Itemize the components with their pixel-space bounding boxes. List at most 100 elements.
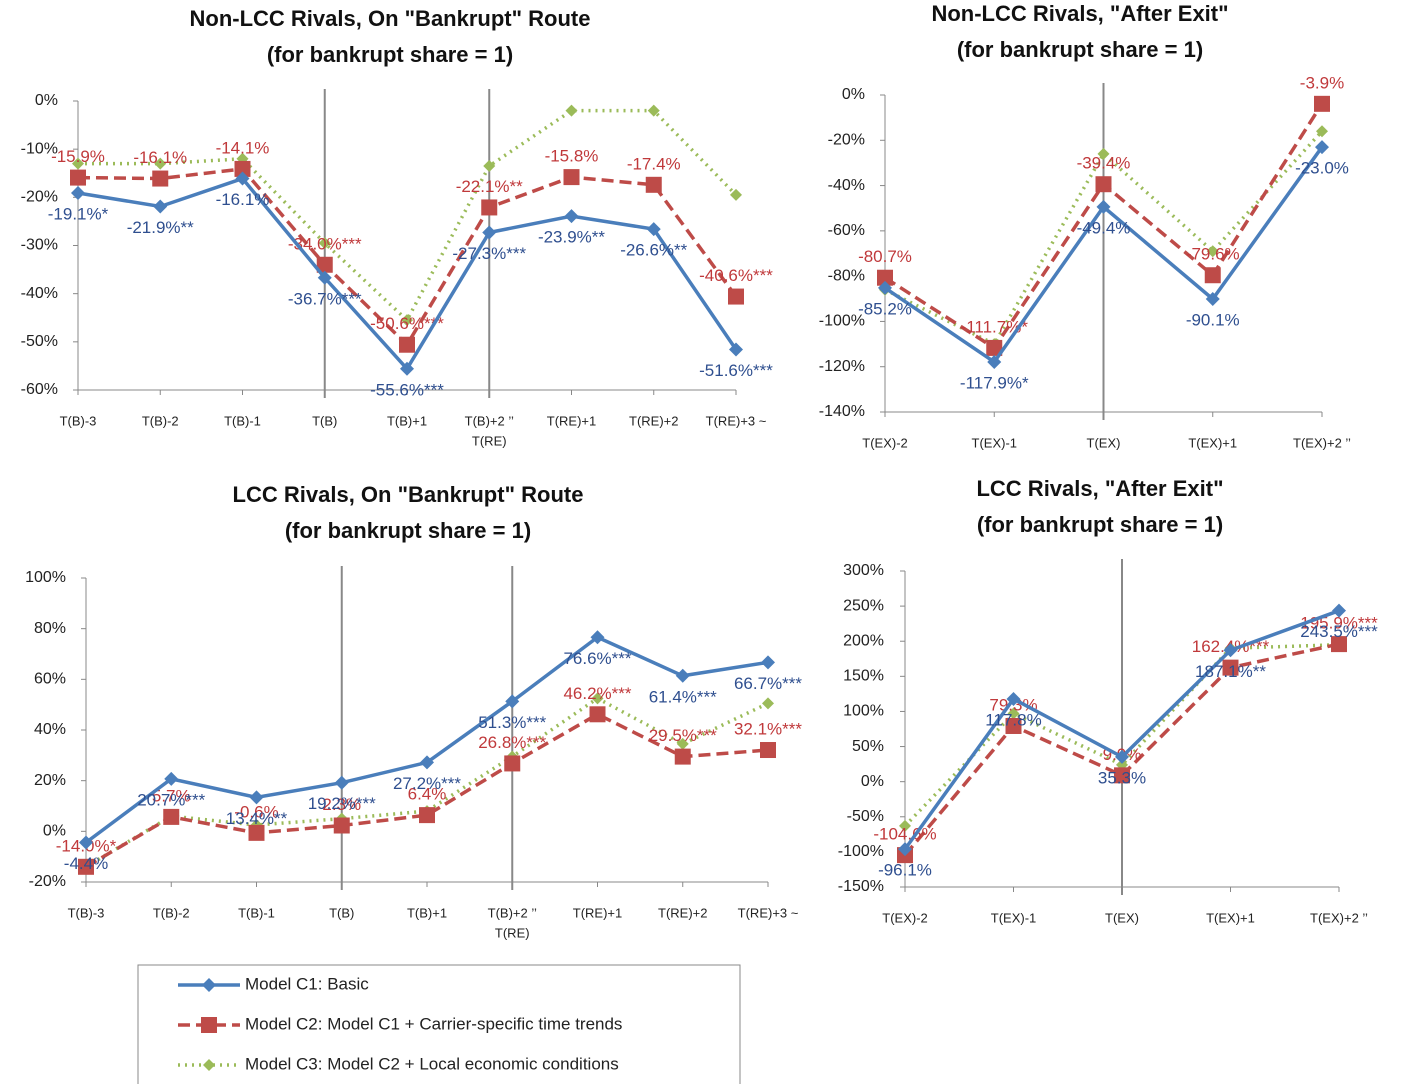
chart-subtitle: (for bankrupt share = 1) (977, 512, 1223, 537)
x-tick-label: T(RE)+2 (658, 905, 707, 920)
value-label: -19.1%* (48, 204, 109, 223)
point (878, 280, 892, 295)
point (401, 314, 413, 327)
value-label: -34.0%*** (288, 234, 362, 253)
point (987, 354, 1002, 369)
point (728, 288, 744, 305)
y-tick-label: 250% (843, 597, 884, 614)
value-label: -39.4% (1077, 154, 1131, 173)
point (986, 339, 1003, 356)
y-tick-label: -60% (21, 381, 58, 398)
value-label: 51.3%*** (478, 713, 546, 732)
chart-title: Non-LCC Rivals, On "Bankrupt" Route (190, 6, 591, 31)
point (1095, 176, 1112, 193)
value-label: -3.9% (1300, 73, 1344, 92)
x-tick-label: T(EX)+1 (1206, 910, 1255, 925)
point (318, 237, 331, 250)
y-tick-label: -40% (21, 285, 58, 302)
x-tick-label: T(B)-2 (142, 413, 179, 428)
chart-title: Non-LCC Rivals, "After Exit" (931, 1, 1228, 26)
value-label: -15.9% (51, 147, 105, 166)
x-tick-label: T(RE) (495, 925, 530, 940)
point (1222, 659, 1239, 676)
value-label: -111.7%* (961, 317, 1029, 336)
y-tick-label: 0% (35, 92, 58, 109)
value-label: -0.6% (234, 802, 278, 821)
point (590, 630, 605, 645)
value-label: 243.5%*** (1300, 622, 1378, 641)
point (235, 171, 250, 186)
point (234, 160, 251, 177)
point (1332, 603, 1346, 618)
chart-subtitle: (for bankrupt share = 1) (285, 518, 531, 543)
y-tick-label: -80% (828, 267, 865, 284)
point (761, 655, 775, 670)
value-label: 46.2%*** (563, 684, 631, 703)
point (248, 824, 265, 841)
point (589, 706, 606, 723)
point (152, 170, 169, 187)
point (563, 169, 580, 186)
point (675, 668, 690, 683)
y-tick-label: -50% (847, 808, 884, 825)
value-label: 27.2%*** (393, 774, 461, 793)
point (333, 817, 350, 834)
value-label: 66.7%*** (734, 674, 802, 693)
legend-marker (201, 1017, 217, 1033)
x-tick-label: T(B)-3 (68, 905, 105, 920)
point (674, 748, 691, 765)
y-tick-label: -10% (21, 140, 58, 157)
y-tick-label: -20% (21, 189, 58, 206)
point (1206, 245, 1219, 258)
point (899, 819, 911, 832)
point (482, 225, 497, 240)
value-label: -55.6%*** (370, 380, 444, 399)
value-label: -36.7%*** (288, 289, 362, 308)
series-line (85, 712, 769, 869)
point (760, 742, 776, 759)
point (419, 807, 435, 824)
y-tick-label: 50% (852, 738, 884, 755)
point (334, 775, 349, 790)
y-tick-label: 0% (842, 86, 865, 103)
point (153, 199, 168, 214)
x-tick-label: T(EX)+1 (1188, 435, 1237, 450)
point (898, 842, 912, 857)
y-tick-label: 200% (843, 632, 884, 649)
x-tick-label: T(B)+1 (387, 413, 427, 428)
value-label: -14.1% (216, 138, 270, 157)
value-label: 29.5%*** (649, 726, 717, 745)
point (1205, 292, 1220, 307)
value-label: -90.1% (1186, 310, 1240, 329)
point (1096, 199, 1111, 214)
x-tick-label: T(B)+2 ’’ (488, 905, 537, 920)
value-label: -22.1%** (456, 177, 523, 196)
point (1223, 643, 1238, 658)
value-label: 5.7% (152, 786, 191, 805)
chart-subtitle: (for bankrupt share = 1) (957, 37, 1203, 62)
point (249, 790, 264, 805)
point (1204, 267, 1221, 284)
value-label: 2.3% (322, 795, 361, 814)
x-tick-label: T(B)-3 (60, 413, 97, 428)
value-label: -50.6%*** (370, 314, 444, 333)
y-tick-label: -40% (828, 177, 865, 194)
value-label: 26.8%*** (478, 733, 546, 752)
value-label: 187.1%** (1195, 662, 1266, 681)
point (645, 176, 662, 193)
point (420, 755, 434, 770)
value-label: -104.6% (873, 825, 936, 844)
x-tick-label: T(RE)+3 ~ (706, 413, 767, 428)
y-tick-label: -100% (838, 843, 884, 860)
x-tick-label: T(RE)+3 ~ (738, 905, 799, 920)
x-tick-label: T(EX)+2 ’’ (1310, 910, 1368, 925)
x-tick-label: T(B)-1 (238, 905, 275, 920)
point (78, 858, 94, 875)
point (676, 737, 689, 750)
point (1314, 95, 1330, 112)
y-tick-label: 0% (861, 773, 884, 790)
point (71, 185, 85, 200)
point (72, 157, 84, 170)
value-label: -16.1% (133, 148, 187, 167)
x-tick-label: T(B) (312, 413, 337, 428)
